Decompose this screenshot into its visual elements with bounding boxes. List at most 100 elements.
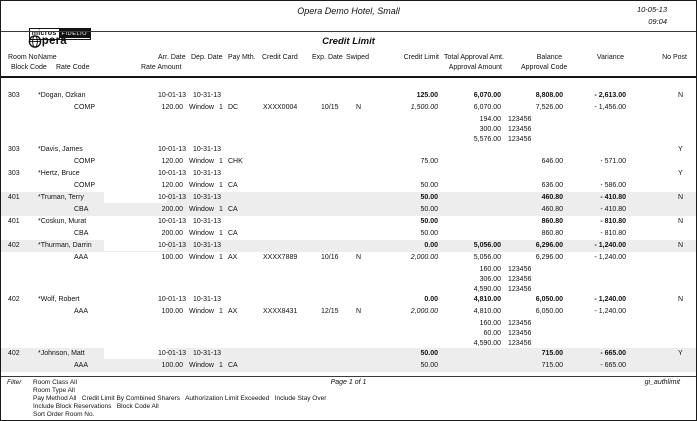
cell-credit-limit: 50.00 — [420, 350, 438, 357]
cell-detail-approval-code: 123456 — [508, 276, 532, 283]
col-header-arr-date: Arr. Date — [158, 54, 186, 61]
col-header-balance: Balance — [536, 54, 562, 61]
cell-rate-amount: 200.00 — [161, 206, 183, 213]
cell-sub-credit-limit: 75.00 — [420, 158, 438, 165]
col-header-pay-mth: Pay Mth. — [228, 54, 256, 61]
cell-detail-approval-code: 123456 — [508, 126, 532, 133]
cell-window-label: Window — [189, 182, 214, 189]
cell-rate-code: AAA — [74, 362, 89, 369]
footer-divider — [1, 376, 696, 377]
cell-room-no: 402 — [8, 242, 20, 249]
cell-dep-date: 10-31-13 — [193, 170, 222, 177]
cell-detail-approval-amount: 160.00 — [479, 266, 501, 273]
header-divider — [1, 76, 696, 78]
guest-row-rate: COMP 120.00 Window 1 DC XXXX0004 10/15 N 1,500.0… — [1, 102, 696, 114]
cell-swiped: N — [356, 104, 362, 111]
filter-room-class: Room Class All — [33, 379, 78, 386]
cell-rate-amount: 100.00 — [161, 308, 183, 315]
cell-rate-amount: 120.00 — [161, 182, 183, 189]
cell-guest-name: *Johnson, Matt — [38, 350, 85, 357]
cell-credit-limit: 125.00 — [416, 92, 438, 99]
guest-row-approval-detail: 300.00 123456 — [1, 124, 696, 134]
cell-no-post: N — [678, 92, 684, 99]
cell-window-label: Window — [189, 230, 214, 237]
col-header-room-no: Room No. — [8, 54, 40, 61]
cell-detail-approval-amount: 60.00 — [483, 330, 501, 337]
col-header-variance: Variance — [596, 54, 624, 61]
cell-credit-limit: 50.00 — [420, 218, 438, 225]
cell-sub-balance: 646.00 — [541, 158, 563, 165]
cell-guest-name: *Truman, Terry — [38, 194, 84, 201]
cell-credit-limit: 50.00 — [420, 194, 438, 201]
cell-arr-date: 10-01-13 — [158, 242, 187, 249]
filter-block: Include Block Reservations Block Code Al… — [33, 403, 159, 410]
cell-no-post: Y — [678, 170, 683, 177]
col-header-credit-limit: Credit Limit — [403, 54, 439, 61]
cell-sub-variance: - 1,240.00 — [594, 308, 626, 315]
opera-logo: pera — [10, 16, 67, 71]
cell-sub-balance: 636.00 — [541, 182, 563, 189]
col-header-rate-code: Rate Code — [56, 64, 90, 71]
cell-balance: 715.00 — [541, 350, 563, 357]
cell-window-num: 1 — [219, 254, 223, 261]
cell-sub-balance: 6,296.00 — [535, 254, 563, 261]
cell-no-post: N — [678, 218, 684, 225]
cell-dep-date: 10-31-13 — [193, 242, 222, 249]
micros-logo-text: micros — [31, 30, 57, 37]
filter-pay-method: Pay Method All Credit Limit By Combined … — [33, 395, 327, 402]
filter-sort-order: Sort Order Room No. — [33, 411, 95, 418]
cell-credit-card: XXXX8431 — [263, 308, 298, 315]
guest-row-rate: COMP 120.00 Window 1 CA 50.00 636.00 - 586.00 — [1, 180, 696, 192]
guest-row-approval-detail: 306.00 123456 — [1, 274, 696, 284]
cell-balance: 8,808.00 — [535, 92, 563, 99]
cell-guest-name: *Dogan, Ozkan — [38, 92, 86, 99]
cell-detail-approval-amount: 4,590.00 — [473, 340, 501, 347]
cell-no-post: N — [678, 296, 684, 303]
cell-sub-variance: - 410.80 — [600, 206, 626, 213]
col-header-block-code: Block Code — [11, 64, 47, 71]
cell-pay-method: CA — [228, 362, 238, 369]
cell-window-label: Window — [189, 254, 214, 261]
cell-window-label: Window — [189, 104, 214, 111]
cell-room-no: 402 — [8, 350, 20, 357]
col-header-swiped: Swiped — [346, 54, 369, 61]
cell-no-post: Y — [678, 146, 683, 153]
cell-guest-name: *Thurman, Darrin — [38, 242, 92, 249]
col-header-total-approval: Total Approval Amt. — [444, 54, 504, 61]
fidelio-logo-text: FIDELIO — [58, 29, 91, 38]
cell-window-label: Window — [189, 158, 214, 165]
guest-row-main: 303 *Dogan, Ozkan 10-01-13 10-31-13 125.00 6,… — [1, 90, 696, 102]
cell-window-label: Window — [189, 362, 214, 369]
cell-window-num: 1 — [219, 104, 223, 111]
opera-logo-text: pera — [41, 35, 67, 47]
cell-room-no: 303 — [8, 146, 20, 153]
guest-row-rate: AAA 100.00 Window 1 AX XXXX8431 12/15 N 2,000.00… — [1, 306, 696, 318]
cell-room-no: 401 — [8, 194, 20, 201]
cell-dep-date: 10-31-13 — [193, 218, 222, 225]
cell-rate-code: CBA — [74, 206, 89, 213]
cell-rate-amount: 100.00 — [161, 362, 183, 369]
micros-fidelio-logo: micros FIDELIO — [11, 4, 92, 58]
cell-room-no: 303 — [8, 92, 20, 99]
guest-row-main: 402 *Wolf, Robert 10-01-13 10-31-13 0.00 4,81… — [1, 294, 696, 306]
cell-detail-approval-amount: 5,576.00 — [473, 136, 501, 143]
cell-arr-date: 10-01-13 — [158, 170, 187, 177]
cell-dep-date: 10-31-13 — [193, 146, 222, 153]
cell-window-label: Window — [189, 206, 214, 213]
cell-total-approval: 6,070.00 — [473, 92, 501, 99]
cell-arr-date: 10-01-13 — [158, 194, 187, 201]
cell-sub-variance: - 810.80 — [600, 230, 626, 237]
cell-dep-date: 10-31-13 — [193, 92, 222, 99]
cell-window-num: 1 — [219, 362, 223, 369]
cell-room-no: 401 — [8, 218, 20, 225]
cell-sub-variance: - 1,240.00 — [594, 254, 626, 261]
cell-pay-method: CA — [228, 230, 238, 237]
cell-variance: - 2,613.00 — [594, 92, 626, 99]
cell-detail-approval-code: 123456 — [508, 266, 532, 273]
cell-detail-approval-code: 123456 — [508, 340, 532, 347]
col-header-approval-code: Approval Code — [521, 64, 568, 71]
guest-row-main: 401 *Coskun, Murat 10-01-13 10-31-13 50.00 86… — [1, 216, 696, 228]
cell-pay-method: CHK — [228, 158, 243, 165]
cell-arr-date: 10-01-13 — [158, 218, 187, 225]
cell-credit-limit: 0.00 — [424, 242, 438, 249]
